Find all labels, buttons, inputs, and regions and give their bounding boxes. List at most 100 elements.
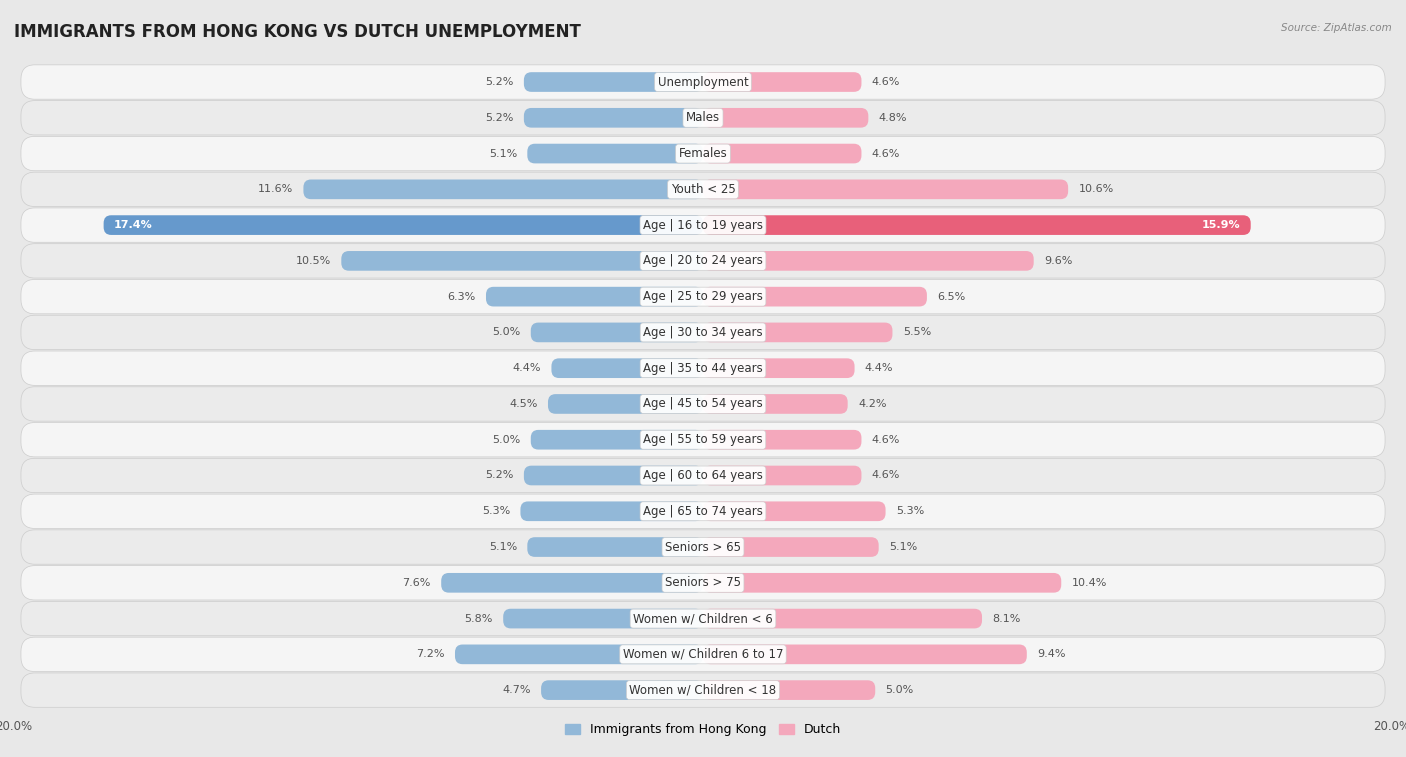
Text: 5.1%: 5.1%	[489, 542, 517, 552]
FancyBboxPatch shape	[342, 251, 703, 271]
Text: Source: ZipAtlas.com: Source: ZipAtlas.com	[1281, 23, 1392, 33]
Text: 4.4%: 4.4%	[865, 363, 893, 373]
Text: Unemployment: Unemployment	[658, 76, 748, 89]
Text: 4.6%: 4.6%	[872, 435, 900, 444]
FancyBboxPatch shape	[21, 101, 1385, 135]
FancyBboxPatch shape	[703, 251, 1033, 271]
Text: 5.2%: 5.2%	[485, 77, 513, 87]
FancyBboxPatch shape	[703, 179, 1069, 199]
Text: Women w/ Children < 6: Women w/ Children < 6	[633, 612, 773, 625]
Text: 4.2%: 4.2%	[858, 399, 887, 409]
FancyBboxPatch shape	[703, 144, 862, 164]
Text: IMMIGRANTS FROM HONG KONG VS DUTCH UNEMPLOYMENT: IMMIGRANTS FROM HONG KONG VS DUTCH UNEMP…	[14, 23, 581, 41]
FancyBboxPatch shape	[21, 387, 1385, 421]
Text: 5.3%: 5.3%	[482, 506, 510, 516]
FancyBboxPatch shape	[548, 394, 703, 414]
FancyBboxPatch shape	[503, 609, 703, 628]
FancyBboxPatch shape	[520, 501, 703, 521]
FancyBboxPatch shape	[703, 609, 981, 628]
FancyBboxPatch shape	[524, 466, 703, 485]
FancyBboxPatch shape	[21, 315, 1385, 350]
Text: 5.2%: 5.2%	[485, 471, 513, 481]
Text: 5.1%: 5.1%	[489, 148, 517, 158]
Text: 5.1%: 5.1%	[889, 542, 917, 552]
FancyBboxPatch shape	[527, 537, 703, 557]
FancyBboxPatch shape	[21, 244, 1385, 278]
Text: 10.5%: 10.5%	[295, 256, 330, 266]
FancyBboxPatch shape	[486, 287, 703, 307]
Text: Youth < 25: Youth < 25	[671, 183, 735, 196]
Text: Seniors > 65: Seniors > 65	[665, 540, 741, 553]
FancyBboxPatch shape	[703, 287, 927, 307]
FancyBboxPatch shape	[21, 637, 1385, 671]
Text: 4.6%: 4.6%	[872, 77, 900, 87]
FancyBboxPatch shape	[441, 573, 703, 593]
Text: 8.1%: 8.1%	[993, 614, 1021, 624]
Text: Seniors > 75: Seniors > 75	[665, 576, 741, 589]
FancyBboxPatch shape	[21, 494, 1385, 528]
Text: 17.4%: 17.4%	[114, 220, 153, 230]
FancyBboxPatch shape	[703, 430, 862, 450]
FancyBboxPatch shape	[551, 358, 703, 378]
FancyBboxPatch shape	[524, 108, 703, 128]
Text: 5.0%: 5.0%	[886, 685, 914, 695]
Text: 7.6%: 7.6%	[402, 578, 430, 587]
Text: Age | 30 to 34 years: Age | 30 to 34 years	[643, 326, 763, 339]
Text: 4.7%: 4.7%	[502, 685, 531, 695]
FancyBboxPatch shape	[21, 136, 1385, 171]
FancyBboxPatch shape	[703, 215, 1251, 235]
Text: Age | 16 to 19 years: Age | 16 to 19 years	[643, 219, 763, 232]
FancyBboxPatch shape	[703, 322, 893, 342]
FancyBboxPatch shape	[531, 322, 703, 342]
FancyBboxPatch shape	[21, 565, 1385, 600]
FancyBboxPatch shape	[531, 430, 703, 450]
FancyBboxPatch shape	[21, 351, 1385, 385]
FancyBboxPatch shape	[21, 422, 1385, 457]
FancyBboxPatch shape	[703, 72, 862, 92]
Text: 4.6%: 4.6%	[872, 471, 900, 481]
Text: 15.9%: 15.9%	[1202, 220, 1240, 230]
Text: 5.0%: 5.0%	[492, 328, 520, 338]
FancyBboxPatch shape	[703, 358, 855, 378]
Text: 4.4%: 4.4%	[513, 363, 541, 373]
FancyBboxPatch shape	[703, 644, 1026, 664]
Text: 5.2%: 5.2%	[485, 113, 513, 123]
Text: 5.3%: 5.3%	[896, 506, 924, 516]
FancyBboxPatch shape	[527, 144, 703, 164]
FancyBboxPatch shape	[703, 394, 848, 414]
Text: 4.5%: 4.5%	[509, 399, 537, 409]
FancyBboxPatch shape	[21, 673, 1385, 707]
Text: 10.6%: 10.6%	[1078, 185, 1114, 195]
Text: Women w/ Children < 18: Women w/ Children < 18	[630, 684, 776, 696]
FancyBboxPatch shape	[703, 108, 869, 128]
FancyBboxPatch shape	[703, 501, 886, 521]
Text: Males: Males	[686, 111, 720, 124]
FancyBboxPatch shape	[21, 279, 1385, 314]
FancyBboxPatch shape	[703, 466, 862, 485]
Text: 5.5%: 5.5%	[903, 328, 931, 338]
FancyBboxPatch shape	[703, 573, 1062, 593]
Text: Females: Females	[679, 147, 727, 160]
Text: 7.2%: 7.2%	[416, 650, 444, 659]
Text: Age | 45 to 54 years: Age | 45 to 54 years	[643, 397, 763, 410]
FancyBboxPatch shape	[21, 601, 1385, 636]
Text: 9.6%: 9.6%	[1045, 256, 1073, 266]
Text: 6.3%: 6.3%	[447, 291, 475, 301]
Text: 4.6%: 4.6%	[872, 148, 900, 158]
FancyBboxPatch shape	[21, 208, 1385, 242]
FancyBboxPatch shape	[703, 537, 879, 557]
Text: 10.4%: 10.4%	[1071, 578, 1107, 587]
Legend: Immigrants from Hong Kong, Dutch: Immigrants from Hong Kong, Dutch	[560, 718, 846, 741]
FancyBboxPatch shape	[541, 681, 703, 700]
FancyBboxPatch shape	[21, 65, 1385, 99]
FancyBboxPatch shape	[21, 172, 1385, 207]
Text: Age | 65 to 74 years: Age | 65 to 74 years	[643, 505, 763, 518]
Text: Age | 20 to 24 years: Age | 20 to 24 years	[643, 254, 763, 267]
Text: 6.5%: 6.5%	[938, 291, 966, 301]
Text: 5.8%: 5.8%	[464, 614, 494, 624]
Text: Age | 55 to 59 years: Age | 55 to 59 years	[643, 433, 763, 446]
Text: Age | 35 to 44 years: Age | 35 to 44 years	[643, 362, 763, 375]
FancyBboxPatch shape	[304, 179, 703, 199]
FancyBboxPatch shape	[703, 681, 875, 700]
FancyBboxPatch shape	[104, 215, 703, 235]
